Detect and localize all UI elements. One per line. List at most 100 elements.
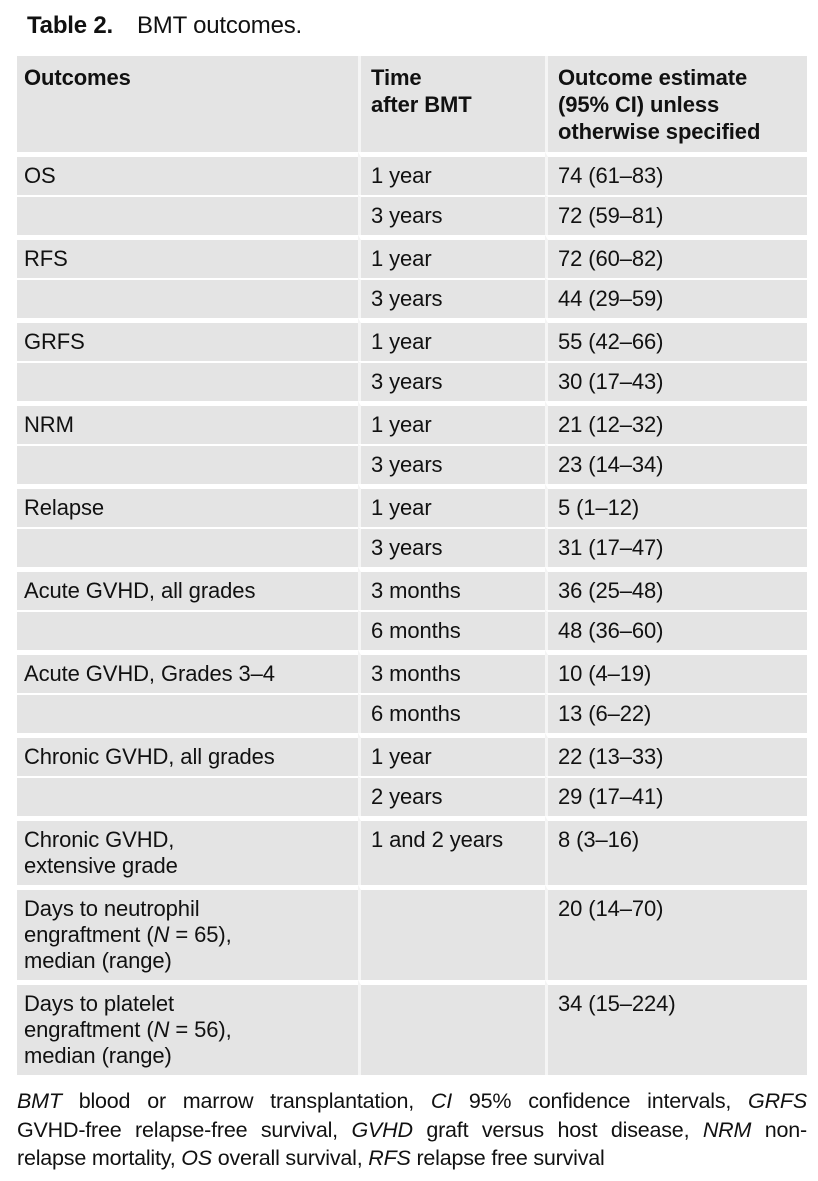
table-row: Days to neutrophil engraftment (N = 65),… <box>17 885 807 980</box>
estimate-cell: 55 (42–66) <box>545 318 807 361</box>
text-segment: relapse free survival <box>410 1146 605 1170</box>
outcome-cell <box>17 278 358 318</box>
outcome-cell: GRFS <box>17 318 358 361</box>
outcome-cell <box>17 610 358 650</box>
table-row: 3 years 23 (14–34) <box>17 444 807 484</box>
outcome-cell: Chronic GVHD, all grades <box>17 733 358 776</box>
outcome-cell: Relapse <box>17 484 358 527</box>
footnote-line: GVHD-free relapse-free survival, GVHD gr… <box>17 1116 807 1145</box>
estimate-cell: 21 (12–32) <box>545 401 807 444</box>
estimate-cell: 36 (25–48) <box>545 567 807 610</box>
table-header: Outcomes Time after BMT Outcome estimate (… <box>17 56 807 152</box>
time-cell: 3 months <box>358 650 545 693</box>
time-cell: 1 year <box>358 733 545 776</box>
time-cell: 1 year <box>358 152 545 195</box>
estimate-cell: 34 (15–224) <box>545 980 807 1075</box>
table-caption: Table 2. BMT outcomes. <box>27 12 807 40</box>
bmt-outcomes-table: Outcomes Time after BMT Outcome estimate (… <box>17 56 807 1075</box>
estimate-cell: 74 (61–83) <box>545 152 807 195</box>
estimate-cell: 23 (14–34) <box>545 444 807 484</box>
time-cell: 6 months <box>358 693 545 733</box>
estimate-cell: 72 (59–81) <box>545 195 807 235</box>
time-cell: 3 years <box>358 361 545 401</box>
text-segment: graft versus host disease, <box>412 1117 703 1142</box>
outcome-cell: NRM <box>17 401 358 444</box>
outcome-cell: Acute GVHD, all grades <box>17 567 358 610</box>
text-segment: 95% confidence intervals, <box>452 1089 749 1113</box>
table-row: 3 years 44 (29–59) <box>17 278 807 318</box>
outcome-cell <box>17 444 358 484</box>
table-row: 3 years 72 (59–81) <box>17 195 807 235</box>
outcome-cell <box>17 195 358 235</box>
estimate-cell: 22 (13–33) <box>545 733 807 776</box>
table-row: 3 years 30 (17–43) <box>17 361 807 401</box>
time-cell: 3 years <box>358 527 545 567</box>
outcome-cell <box>17 776 358 816</box>
time-cell: 3 months <box>358 567 545 610</box>
table-row: 3 years 31 (17–47) <box>17 527 807 567</box>
text-segment: = 65), median (range) <box>24 922 232 973</box>
estimate-cell: 13 (6–22) <box>545 693 807 733</box>
italic-abbreviation: BMT <box>17 1089 62 1113</box>
italic-abbreviation: RFS <box>368 1146 411 1170</box>
text-segment: relapse mortality, <box>17 1146 182 1170</box>
table-row: Chronic GVHD, extensive grade 1 and 2 yea… <box>17 816 807 885</box>
text-segment: Days to platelet engraftment ( <box>24 991 175 1042</box>
estimate-cell: 5 (1–12) <box>545 484 807 527</box>
text-segment: Days to neutrophil engraftment ( <box>24 896 200 947</box>
column-header-outcomes: Outcomes <box>17 56 358 152</box>
table-footnote: BMT blood or marrow transplantation, CI … <box>17 1087 807 1173</box>
estimate-cell: 30 (17–43) <box>545 361 807 401</box>
time-cell <box>358 980 545 1075</box>
italic-abbreviation: CI <box>430 1089 452 1113</box>
outcome-cell: RFS <box>17 235 358 278</box>
time-cell: 1 year <box>358 235 545 278</box>
outcome-cell <box>17 693 358 733</box>
table-row: Acute GVHD, all grades 3 months 36 (25–48) <box>17 567 807 610</box>
footnote-line: BMT blood or marrow transplantation, CI … <box>17 1087 807 1116</box>
table-row: 6 months 48 (36–60) <box>17 610 807 650</box>
footnote-line: relapse mortality, OS overall survival, … <box>17 1144 807 1173</box>
time-cell: 6 months <box>358 610 545 650</box>
header-row: Outcomes Time after BMT Outcome estimate (… <box>17 56 807 152</box>
table-caption-title: BMT outcomes. <box>137 12 303 39</box>
estimate-cell: 72 (60–82) <box>545 235 807 278</box>
estimate-cell: 8 (3–16) <box>545 816 807 885</box>
italic-abbreviation: N <box>153 922 170 947</box>
time-cell: 3 years <box>358 278 545 318</box>
table-row: Relapse 1 year 5 (1–12) <box>17 484 807 527</box>
text-segment: overall survival, <box>211 1146 369 1170</box>
text-segment: non- <box>751 1117 807 1142</box>
time-cell: 3 years <box>358 195 545 235</box>
text-segment: = 56), median (range) <box>24 1017 232 1068</box>
table-row: 2 years 29 (17–41) <box>17 776 807 816</box>
table-row: Days to platelet engraftment (N = 56), m… <box>17 980 807 1075</box>
italic-abbreviation: GVHD <box>351 1117 413 1142</box>
table-row: 6 months 13 (6–22) <box>17 693 807 733</box>
italic-abbreviation: NRM <box>702 1117 752 1142</box>
outcome-cell: Acute GVHD, Grades 3–4 <box>17 650 358 693</box>
table-row: RFS 1 year 72 (60–82) <box>17 235 807 278</box>
italic-abbreviation: OS <box>181 1146 212 1170</box>
outcome-cell <box>17 527 358 567</box>
outcome-cell: Days to neutrophil engraftment (N = 65),… <box>17 885 358 980</box>
italic-abbreviation: N <box>153 1017 170 1042</box>
estimate-cell: 20 (14–70) <box>545 885 807 980</box>
estimate-cell: 48 (36–60) <box>545 610 807 650</box>
time-cell: 1 and 2 years <box>358 816 545 885</box>
time-cell: 1 year <box>358 484 545 527</box>
outcome-cell: OS <box>17 152 358 195</box>
table-row: NRM 1 year 21 (12–32) <box>17 401 807 444</box>
table-body: OS 1 year 74 (61–83) 3 years 72 (59–81) RFS 1 … <box>17 152 807 1075</box>
time-cell <box>358 885 545 980</box>
outcome-cell: Chronic GVHD, extensive grade <box>17 816 358 885</box>
text-segment: blood or marrow transplantation, <box>61 1089 431 1113</box>
estimate-cell: 29 (17–41) <box>545 776 807 816</box>
time-cell: 2 years <box>358 776 545 816</box>
time-cell: 3 years <box>358 444 545 484</box>
table-row: GRFS 1 year 55 (42–66) <box>17 318 807 361</box>
italic-abbreviation: GRFS <box>748 1089 807 1113</box>
column-header-time-after-bmt: Time after BMT <box>358 56 545 152</box>
estimate-cell: 31 (17–47) <box>545 527 807 567</box>
